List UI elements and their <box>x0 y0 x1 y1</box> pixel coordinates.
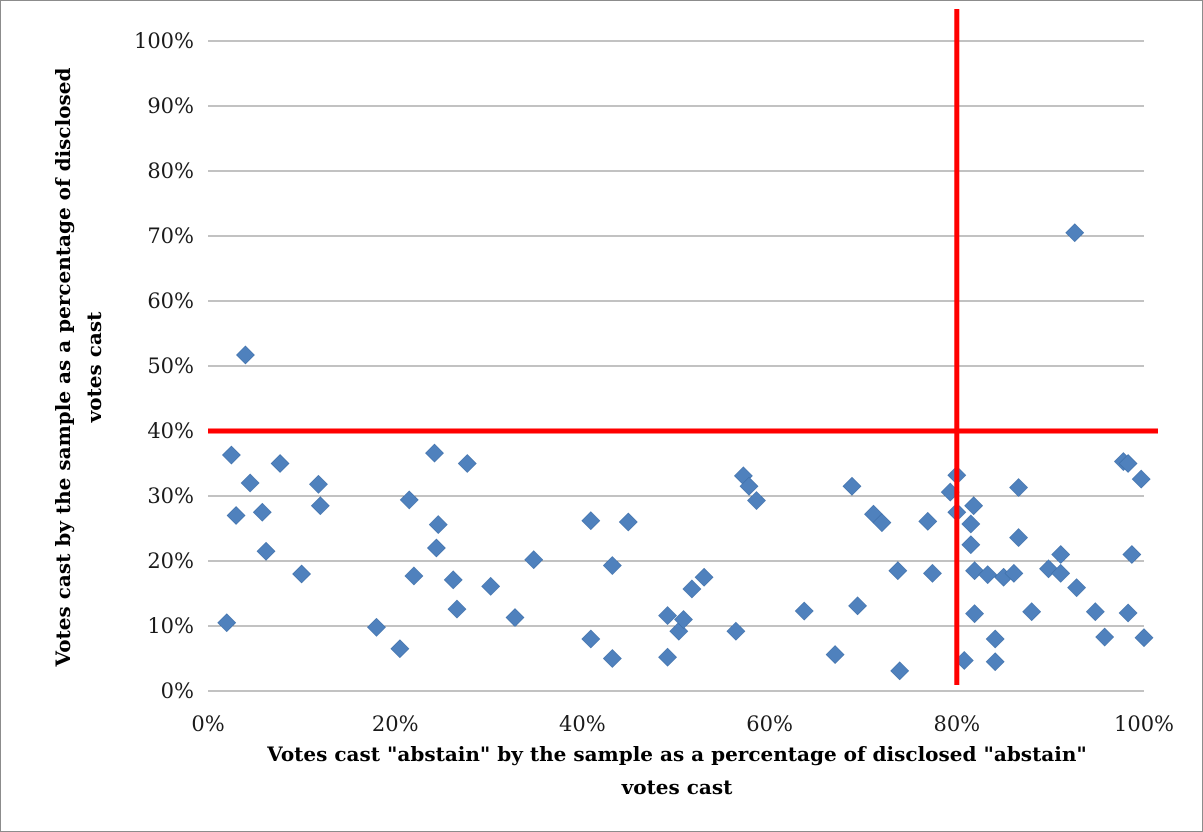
data-point-4 <box>236 345 255 365</box>
x-tick-label-100: 100% <box>1114 712 1174 736</box>
y-tick-label-50: 50% <box>147 354 194 378</box>
y-axis-title-line-2: votes cast <box>82 311 106 424</box>
data-point-14 <box>399 490 419 510</box>
data-point-24 <box>524 550 544 570</box>
x-axis-title-line-2: votes cast <box>621 775 734 799</box>
data-point-12 <box>367 617 386 637</box>
data-point-40 <box>794 601 814 621</box>
data-point-31 <box>658 647 678 667</box>
y-tick-label-20: 20% <box>147 549 194 573</box>
data-point-68 <box>1051 545 1071 564</box>
data-point-38 <box>739 476 759 496</box>
data-point-60 <box>985 629 1005 649</box>
data-point-23 <box>505 608 525 627</box>
data-point-28 <box>602 649 622 668</box>
data-point-58 <box>965 604 985 624</box>
data-point-66 <box>1022 602 1042 622</box>
x-tick-label-60: 60% <box>746 712 793 736</box>
y-tick-label-10: 10% <box>147 614 194 638</box>
data-point-6 <box>252 502 272 522</box>
data-point-16 <box>425 443 444 463</box>
x-tick-label-40: 40% <box>559 712 606 736</box>
data-point-9 <box>292 564 312 584</box>
data-point-27 <box>602 556 622 575</box>
data-point-42 <box>842 476 862 496</box>
x-axis-title-line-1: Votes cast "abstain" by the sample as a … <box>266 742 1087 766</box>
y-axis-title-line-1: Votes cast by the sample as a percentage… <box>51 67 75 667</box>
data-point-7 <box>256 541 276 561</box>
data-point-78 <box>1131 469 1151 489</box>
data-point-41 <box>825 645 845 665</box>
data-point-77 <box>1122 545 1142 564</box>
data-point-63 <box>1004 563 1024 583</box>
y-tick-label-100: 100% <box>134 29 194 53</box>
y-tick-label-70: 70% <box>147 224 194 248</box>
data-point-48 <box>918 511 938 531</box>
data-point-56 <box>964 496 984 516</box>
data-point-21 <box>457 454 477 473</box>
data-point-3 <box>226 506 246 525</box>
data-point-55 <box>961 514 981 534</box>
data-point-75 <box>1118 454 1138 473</box>
y-tick-label-60: 60% <box>147 289 194 313</box>
data-point-46 <box>888 561 908 581</box>
data-point-45 <box>872 513 892 533</box>
data-point-54 <box>961 535 981 555</box>
data-point-26 <box>581 511 601 531</box>
y-tick-label-90: 90% <box>147 94 194 118</box>
data-point-13 <box>390 639 410 659</box>
data-point-22 <box>481 576 501 596</box>
x-tick-label-20: 20% <box>372 712 419 736</box>
data-point-25 <box>581 629 601 649</box>
y-tick-label-40: 40% <box>147 419 194 443</box>
y-axis-ticks: 0% 10% 20% 30% 40% 50% 60% 70% 80% 90% 100% <box>134 29 194 703</box>
reference-lines <box>208 9 1158 685</box>
data-point-69 <box>1051 563 1071 583</box>
data-point-30 <box>658 606 678 626</box>
gridlines <box>208 40 1144 627</box>
data-point-17 <box>426 538 446 558</box>
data-point-49 <box>923 563 942 583</box>
data-point-15 <box>404 566 424 586</box>
data-point-65 <box>1009 528 1029 548</box>
data-point-29 <box>618 512 638 532</box>
data-point-10 <box>309 474 328 494</box>
y-tick-label-30: 30% <box>147 484 194 508</box>
x-tick-label-0: 0% <box>191 712 224 736</box>
data-points <box>217 223 1154 681</box>
y-tick-label-80: 80% <box>147 159 194 183</box>
data-point-72 <box>1085 602 1105 622</box>
data-point-70 <box>1065 223 1085 243</box>
data-point-11 <box>310 496 330 516</box>
data-point-61 <box>985 652 1005 672</box>
data-point-47 <box>890 661 910 681</box>
x-tick-label-80: 80% <box>933 712 980 736</box>
data-point-43 <box>848 596 868 616</box>
data-point-79 <box>1134 628 1154 648</box>
data-point-8 <box>270 454 290 473</box>
data-point-33 <box>674 610 693 629</box>
data-point-1 <box>217 613 237 633</box>
data-point-34 <box>682 579 702 599</box>
data-point-36 <box>726 621 746 641</box>
data-point-76 <box>1118 603 1138 623</box>
data-point-19 <box>443 570 463 590</box>
data-point-2 <box>221 445 241 465</box>
data-point-5 <box>240 473 260 493</box>
data-point-59 <box>978 565 998 585</box>
y-tick-label-0: 0% <box>161 679 194 703</box>
data-point-71 <box>1067 578 1087 598</box>
data-point-39 <box>747 491 766 510</box>
data-point-20 <box>447 599 467 619</box>
x-axis-ticks: 0% 20% 40% 60% 80% 100% <box>191 712 1174 736</box>
data-point-35 <box>694 567 714 587</box>
data-point-18 <box>428 515 448 535</box>
data-point-64 <box>1009 478 1029 497</box>
data-point-73 <box>1095 627 1115 647</box>
